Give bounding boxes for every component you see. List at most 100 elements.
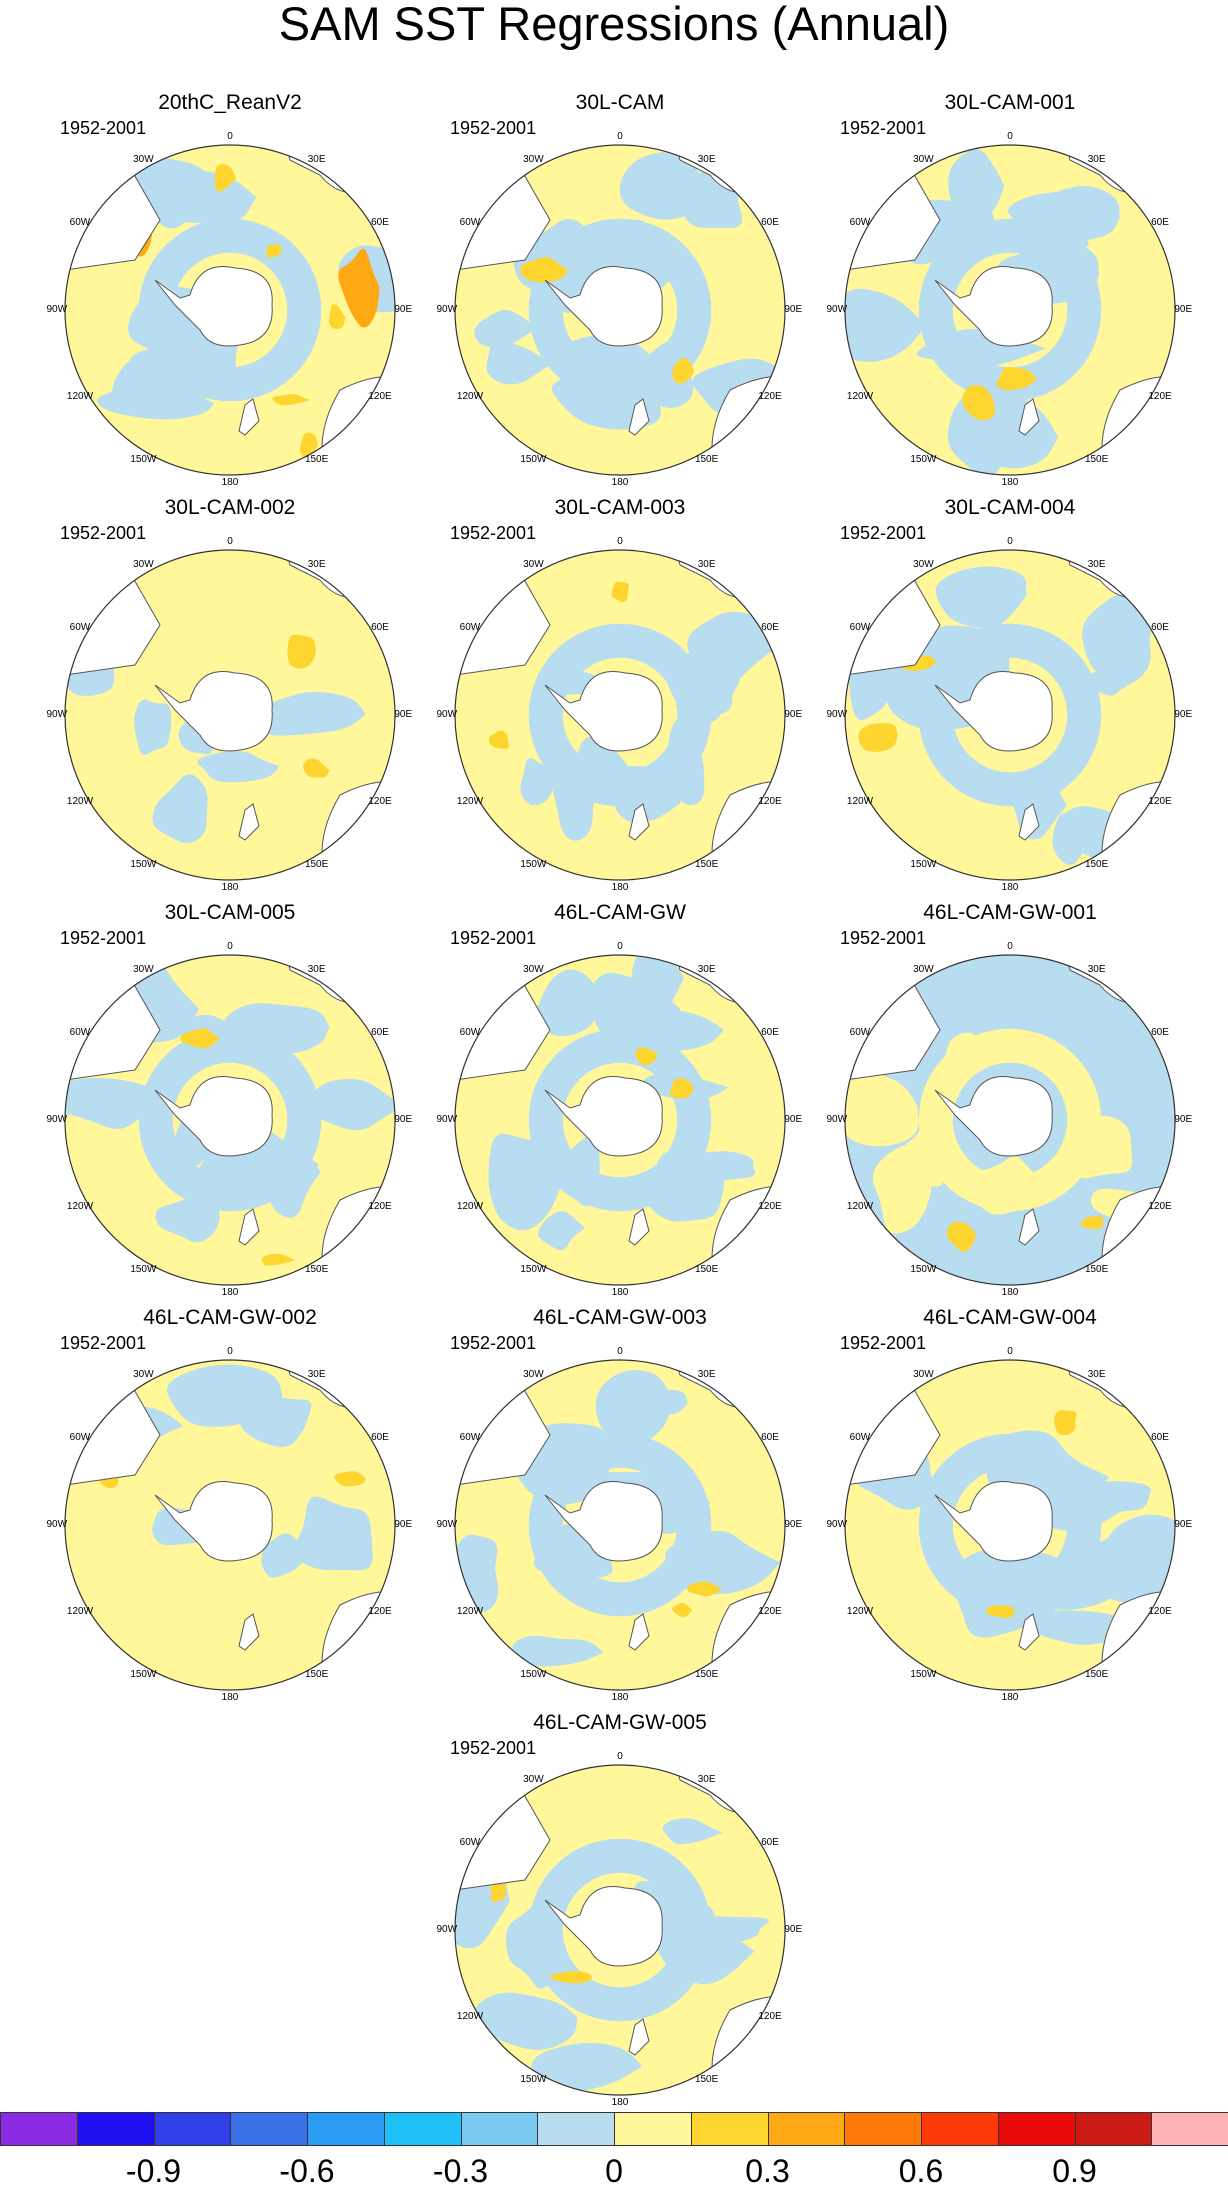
- land-antarctica: [934, 266, 1053, 347]
- map-border: [64, 954, 396, 1286]
- anomaly-patch: [473, 1992, 578, 2050]
- anomaly-patch: [239, 1393, 312, 1447]
- longitude-label: 0: [617, 940, 623, 952]
- land-new-zealand: [1018, 1613, 1040, 1651]
- longitude-label: 180: [611, 1692, 629, 1704]
- anomaly-patch: [845, 288, 926, 362]
- longitude-label: 150E: [304, 1669, 329, 1681]
- anomaly-patch: [537, 969, 602, 1037]
- longitude-label: 120W: [846, 795, 874, 807]
- polar-map: [844, 1359, 1176, 1691]
- panel-title: 46L-CAM-GW-002: [143, 1306, 317, 1329]
- longitude-label: 30E: [697, 153, 716, 165]
- anomaly-patch: [486, 340, 551, 385]
- longitude-label: 150E: [304, 859, 329, 871]
- anomaly-patch: [1018, 216, 1089, 275]
- map-panel: 30L-CAM-002 1952-2001 0 30E 60E 90E 120E 150E 18…: [35, 495, 425, 900]
- anomaly-patch: [293, 1496, 373, 1571]
- map-border: [454, 549, 786, 881]
- longitude-label: 150E: [304, 1264, 329, 1276]
- colorbar-swatch: [76, 2112, 155, 2146]
- longitude-label: 0: [227, 940, 233, 952]
- panel-title: 30L-CAM: [575, 91, 665, 114]
- panel-period: 1952-2001: [450, 523, 537, 543]
- colorbar-swatch: [844, 2112, 922, 2146]
- polar-map: [64, 144, 396, 476]
- polar-map: [844, 549, 1176, 881]
- anomaly-patch: [948, 149, 1005, 223]
- anomaly-patch: [112, 354, 235, 419]
- anomaly-ring: [138, 1028, 322, 1212]
- map-border: [64, 549, 396, 881]
- longitude-label: 90E: [1174, 1114, 1193, 1125]
- map-border: [844, 144, 1176, 476]
- longitude-label: 60W: [69, 622, 91, 634]
- polar-map: [844, 954, 1176, 1286]
- colorbar-label: -0.6: [279, 2153, 335, 2189]
- panel-title: 46L-CAM-GW-001: [923, 901, 1097, 924]
- panel-title: 30L-CAM-001: [944, 91, 1076, 114]
- land-antarctica: [934, 671, 1053, 752]
- longitude-label: 150E: [304, 454, 329, 466]
- polar-map: [844, 144, 1176, 476]
- anomaly-patch: [665, 716, 705, 806]
- map-panel: 46L-CAM-GW 1952-2001 0 30E 60E 90E 120E 150E 180…: [425, 900, 815, 1305]
- longitude-label: 180: [221, 477, 239, 489]
- anomaly-patch: [512, 1635, 604, 1667]
- longitude-label: 180: [221, 1287, 239, 1299]
- longitude-label: 150E: [694, 2074, 719, 2086]
- longitude-label: 120W: [456, 2010, 484, 2022]
- longitude-label: 150E: [1084, 1669, 1109, 1681]
- land-antarctica: [154, 671, 273, 752]
- map-panel: 20thC_ReanV2 1952-2001 0 30E 60E 90E 120E 150E 1…: [35, 90, 425, 495]
- longitude-label: 0: [1007, 130, 1013, 142]
- colorbar-label: 0: [605, 2153, 623, 2189]
- longitude-label: 0: [227, 130, 233, 142]
- anomaly-patch: [946, 1032, 993, 1079]
- longitude-label: 90E: [1174, 304, 1193, 315]
- longitude-label: 120W: [846, 1200, 874, 1212]
- longitude-label: 30W: [523, 1368, 544, 1380]
- longitude-label: 90E: [784, 1924, 803, 1935]
- warm-anomaly-patch: [488, 730, 509, 749]
- colorbar-swatch: [1151, 2112, 1228, 2146]
- land-new-zealand: [628, 1613, 650, 1651]
- longitude-label: 60E: [1151, 1027, 1169, 1039]
- anomaly-patch: [663, 1916, 755, 1985]
- longitude-label: 30W: [913, 558, 934, 570]
- colorbar-swatch: [383, 2112, 462, 2146]
- map-panel: 30L-CAM-003 1952-2001 0 30E 60E 90E 120E 150E 18…: [425, 495, 815, 900]
- longitude-label: 180: [221, 882, 239, 894]
- warm-anomaly-patch: [261, 1253, 296, 1266]
- land-antarctica: [544, 671, 663, 752]
- colorbar-swatch: [997, 2112, 1076, 2146]
- longitude-label: 60E: [761, 1027, 779, 1039]
- map-panel: 30L-CAM-005 1952-2001 0 30E 60E 90E 120E 150E 18…: [35, 900, 425, 1305]
- longitude-label: 90E: [394, 1519, 413, 1530]
- polar-map: [454, 1764, 786, 2096]
- longitude-label: 150W: [910, 859, 937, 871]
- longitude-label: 60W: [459, 217, 481, 229]
- anomaly-patch: [595, 1370, 674, 1445]
- longitude-label: 150W: [910, 1669, 937, 1681]
- longitude-label: 0: [227, 535, 233, 547]
- longitude-label: 60W: [459, 1027, 481, 1039]
- land-antarctica: [934, 1481, 1053, 1562]
- anomaly-patch: [134, 699, 171, 755]
- map-border: [454, 144, 786, 476]
- longitude-label: 150E: [1084, 1264, 1109, 1276]
- longitude-label: 0: [1007, 535, 1013, 547]
- longitude-label: 0: [617, 130, 623, 142]
- warm-anomaly-patch: [985, 1605, 1015, 1618]
- longitude-label: 30E: [307, 558, 326, 570]
- polar-map: [64, 1359, 396, 1691]
- longitude-label: 150W: [130, 454, 157, 466]
- longitude-label: 120E: [758, 1605, 782, 1617]
- anomaly-patch: [505, 1901, 562, 1989]
- map-border: [454, 954, 786, 1286]
- longitude-label: 60W: [69, 1432, 91, 1444]
- panel-title: 46L-CAM-GW-004: [923, 1306, 1097, 1329]
- longitude-label: 30E: [307, 1368, 326, 1380]
- map-border: [844, 1359, 1176, 1691]
- panel-title: 20thC_ReanV2: [158, 91, 302, 114]
